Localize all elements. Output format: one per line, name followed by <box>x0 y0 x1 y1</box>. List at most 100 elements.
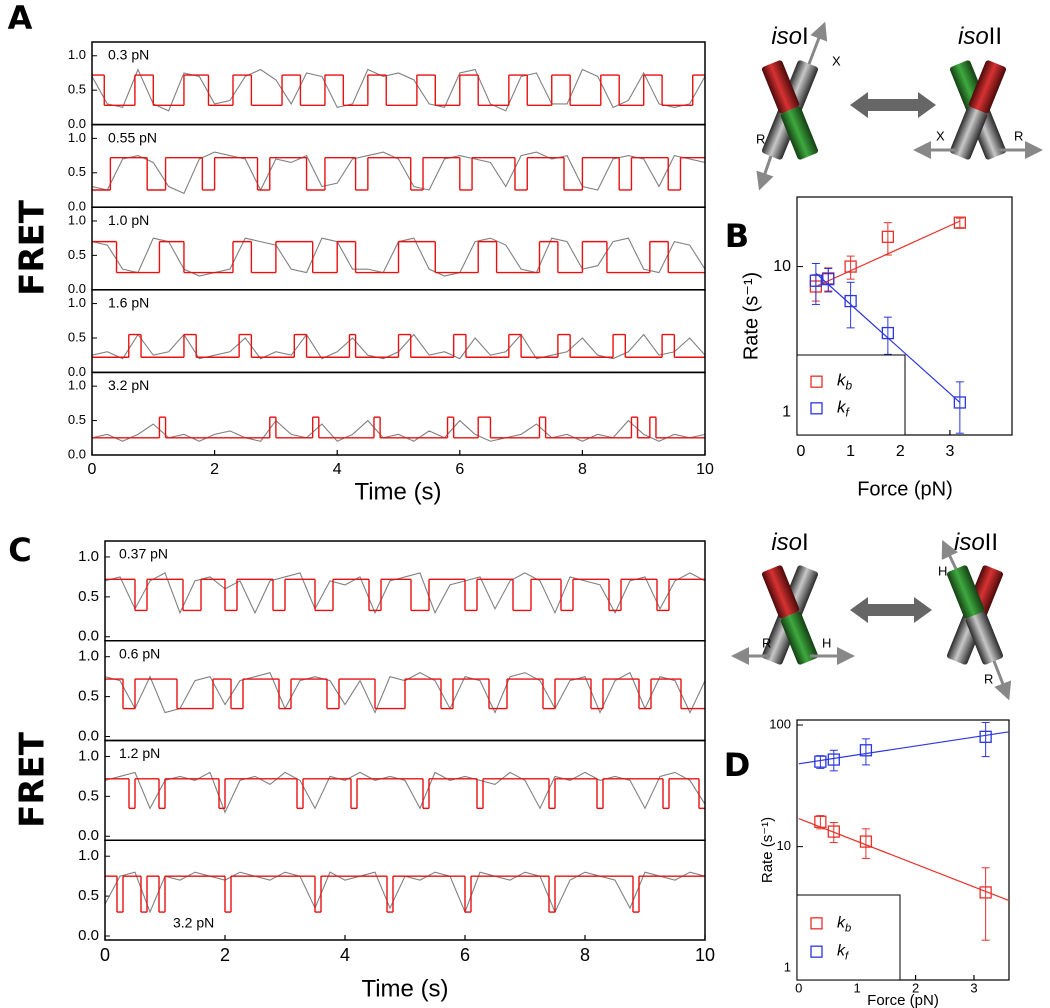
data-point <box>859 744 873 757</box>
title-text: II <box>989 23 1002 50</box>
panel-letter: D <box>724 746 751 784</box>
legend-label: kf <box>837 398 851 420</box>
data-point <box>979 886 992 899</box>
legend-marker <box>810 402 823 415</box>
y-tick-label: 1 <box>784 960 791 975</box>
panel-letter: B <box>725 217 749 255</box>
schematic-top: isoI isoII X R X R <box>756 21 1043 191</box>
y-axis-title: Rate (s⁻¹) <box>759 817 776 883</box>
raw-trace <box>104 871 706 914</box>
y-tick-label: 0.0 <box>68 281 86 296</box>
force-arrow <box>756 155 774 191</box>
x-tick-label: 6 <box>460 945 470 965</box>
legend-box <box>796 354 906 436</box>
y-tick-label: 1.0 <box>78 548 99 565</box>
panel-frame <box>91 371 706 456</box>
force-label: 0.55 pN <box>108 129 157 145</box>
helix <box>949 60 1007 160</box>
title-italic: iso <box>954 529 985 556</box>
state-title: isoII <box>958 23 1002 50</box>
plot-frame <box>796 719 1010 981</box>
legend-symbol: k <box>837 915 846 932</box>
x-tick-label: 2 <box>210 461 219 478</box>
y-tick-label: 0.5 <box>78 588 99 605</box>
arm-label: R <box>984 671 993 686</box>
force-label: 1.6 pN <box>108 295 149 311</box>
schematic-bottom: isoI isoII R H H R <box>731 529 1012 701</box>
legend-marker <box>810 917 823 930</box>
raw-trace <box>104 572 706 615</box>
y-tick-label: 1.0 <box>68 378 86 393</box>
double-arrow <box>850 92 936 118</box>
x-tick-label: 1 <box>854 980 861 995</box>
title-text: II <box>985 529 998 556</box>
x-tick-label: 3 <box>945 443 954 460</box>
x-tick-label: 0 <box>795 980 802 995</box>
x-axis-title: Force (pN) <box>857 478 953 500</box>
x-tick-label: 10 <box>696 461 714 478</box>
y-tick-label: 0.5 <box>78 887 99 904</box>
panel-letter: A <box>8 0 33 37</box>
y-tick-label: 0.5 <box>78 688 99 705</box>
force-label: 1.2 pN <box>119 745 160 761</box>
data-point <box>881 230 895 243</box>
state-title: isoI <box>771 529 808 556</box>
data-point <box>809 274 823 287</box>
panel-frame <box>91 289 706 374</box>
y-tick-label: 0.0 <box>68 364 86 379</box>
y-tick-label: 0.0 <box>78 827 99 844</box>
y-tick-label: 1.0 <box>68 47 86 62</box>
arm-label: H <box>938 563 947 578</box>
data-point <box>844 260 857 273</box>
y-tick-label: 0.0 <box>78 727 99 744</box>
y-tick-label: 0.5 <box>68 247 86 262</box>
data-point <box>822 272 835 286</box>
x-tick-label: 2 <box>220 945 230 965</box>
x-axis-title: Time (s) <box>354 478 441 505</box>
helix <box>946 565 1004 665</box>
y-tick-label: 0.5 <box>68 164 86 179</box>
y-axis-title: FRET <box>13 731 53 828</box>
y-tick-label: 1 <box>782 404 791 421</box>
y-tick-label: 100 <box>769 716 791 731</box>
panel-frame <box>104 839 706 941</box>
title-text: I <box>802 529 809 556</box>
legend-symbol: k <box>837 371 847 390</box>
y-tick-label: 0.0 <box>78 628 99 645</box>
y-tick-label: 1.0 <box>78 747 99 764</box>
y-tick-label: 1.0 <box>68 295 86 310</box>
legend-symbol: k <box>837 943 846 960</box>
y-tick-label: 10 <box>773 258 791 275</box>
force-label: 1.0 pN <box>108 212 149 228</box>
x-axis-title: Time (s) <box>361 975 448 1002</box>
x-tick-label: 8 <box>580 945 590 965</box>
raw-trace <box>91 151 706 195</box>
title-italic: iso <box>958 23 989 50</box>
data-point <box>827 753 840 766</box>
legend-subscript: b <box>846 379 853 393</box>
legend-label: kb <box>837 371 853 393</box>
data-point <box>814 815 827 828</box>
title-italic: iso <box>771 529 802 556</box>
arm-label: R <box>756 131 765 146</box>
legend-label: kb <box>837 915 851 935</box>
y-tick-label: 0.5 <box>78 787 99 804</box>
legend-symbol: k <box>837 398 847 417</box>
x-tick-label: 3 <box>970 980 977 995</box>
y-tick-label: 0.5 <box>68 412 86 427</box>
y-tick-label: 0.0 <box>68 116 86 131</box>
y-tick-label: 1.0 <box>78 648 99 665</box>
legend-subscript: f <box>846 405 851 419</box>
x-tick-label: 0 <box>88 461 97 478</box>
y-tick-label: 0.0 <box>78 927 99 944</box>
x-tick-label: 0 <box>797 443 806 460</box>
title-text: I <box>802 23 809 50</box>
legend-subscript: f <box>845 951 850 963</box>
state-title: isoII <box>954 529 998 556</box>
panel-frame <box>91 123 706 208</box>
y-axis-title: Rate (s⁻¹) <box>740 272 762 360</box>
y-tick-label: 0.0 <box>68 199 86 214</box>
legend-label: kf <box>837 943 850 963</box>
